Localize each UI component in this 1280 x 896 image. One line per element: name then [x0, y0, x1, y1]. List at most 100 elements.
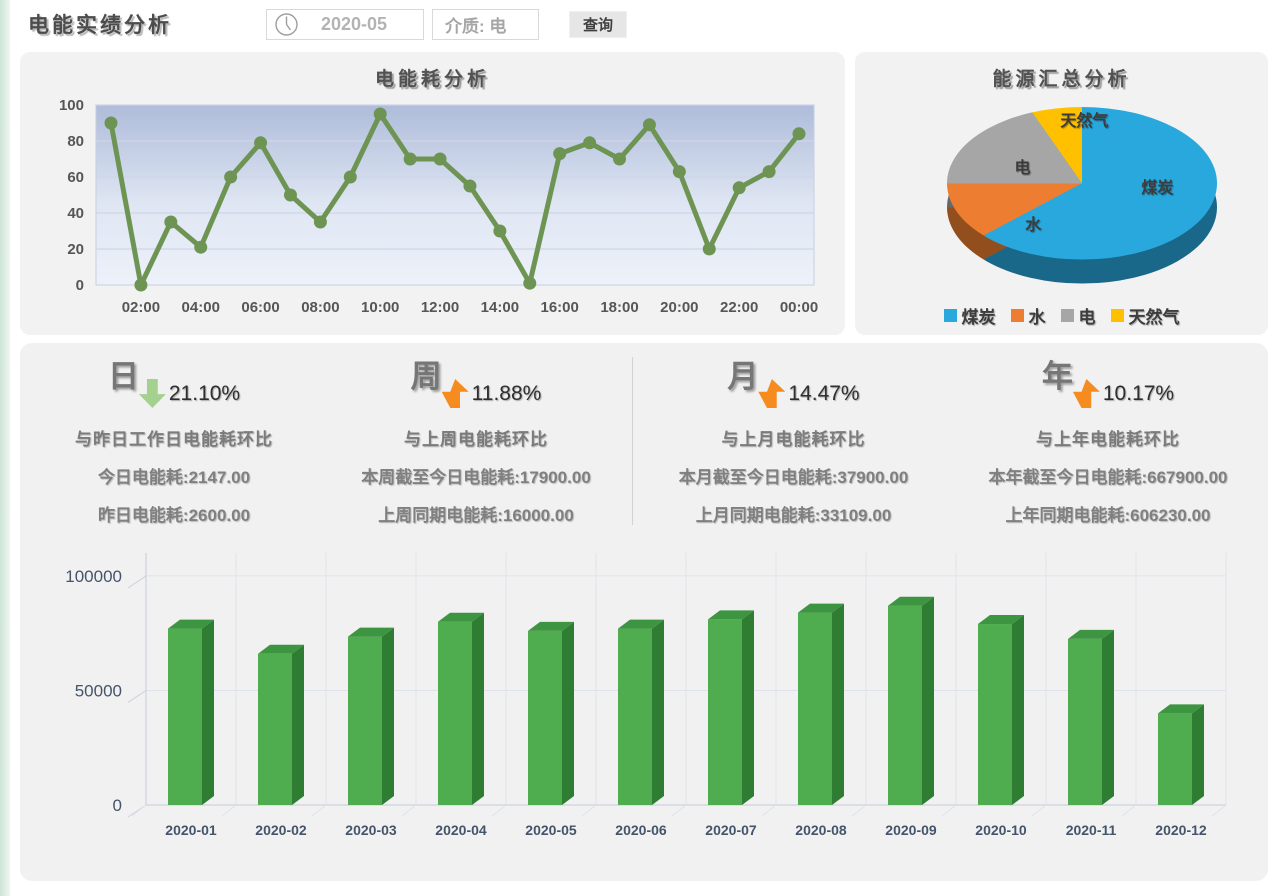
- svg-text:2020-05: 2020-05: [525, 822, 577, 838]
- legend-swatch-icon: [1110, 309, 1124, 322]
- stats-row: 日 21.10% 与昨日工作日电能耗环比 今日电能耗:2147.00 昨日电能耗:260…: [20, 343, 1268, 525]
- pie-chart-title: 能源汇总分析: [992, 69, 1131, 90]
- svg-text:12:00: 12:00: [421, 299, 459, 316]
- svg-text:0: 0: [113, 796, 122, 815]
- bar-2020-05: [528, 621, 574, 805]
- trend-up-arrow-icon: [441, 379, 469, 408]
- stat-day: 日 21.10% 与昨日工作日电能耗环比 今日电能耗:2147.00 昨日电能耗:260…: [28, 357, 320, 525]
- legend-item: 电: [1060, 303, 1096, 328]
- legend-item: 天然气: [1110, 303, 1180, 328]
- svg-text:22:00: 22:00: [720, 299, 758, 316]
- svg-text:20:00: 20:00: [660, 299, 698, 316]
- stat-percent: 21.10%: [168, 381, 241, 405]
- svg-text:100000: 100000: [65, 567, 122, 586]
- bar-2020-06: [618, 619, 664, 805]
- legend-item: 水: [1010, 303, 1046, 328]
- pie-chart-panel: 能源汇总分析 煤炭水电天然气 煤炭水电天然气: [855, 52, 1268, 335]
- svg-text:16:00: 16:00: [541, 299, 579, 316]
- bar-2020-03: [348, 627, 394, 805]
- bar-2020-09: [888, 596, 934, 805]
- hourly-line-chart: 0 20 40 60 80 100 02:00 04:00 06:00 08:00 10:00 12:…: [59, 97, 818, 316]
- medium-value: 介质: 电: [445, 16, 507, 36]
- stat-subtitle: 与上年电能耗环比: [1036, 430, 1180, 449]
- svg-text:0: 0: [76, 277, 84, 294]
- page-title: 电能实绩分析: [28, 14, 172, 37]
- svg-text:14:00: 14:00: [481, 299, 519, 316]
- svg-text:40: 40: [67, 205, 84, 222]
- svg-text:2020-03: 2020-03: [345, 822, 397, 838]
- stat-line: 本周截至今日电能耗:17900.00: [361, 468, 591, 487]
- pie-slice-label: 水: [1025, 217, 1042, 235]
- stat-subtitle: 与上月电能耗环比: [721, 430, 866, 449]
- bar-2020-08: [798, 603, 844, 805]
- trend-up-arrow-icon: [758, 379, 786, 408]
- svg-text:2020-04: 2020-04: [435, 822, 487, 838]
- svg-text:50000: 50000: [75, 681, 122, 700]
- legend-label: 电: [1078, 308, 1096, 327]
- bar-2020-02: [258, 644, 304, 805]
- svg-text:2020-10: 2020-10: [975, 822, 1027, 838]
- pie-slice-label: 煤炭: [1141, 179, 1174, 197]
- header: 电能实绩分析 2020-05 介质: 电 查询: [0, 0, 1280, 48]
- svg-text:60: 60: [67, 169, 84, 186]
- medium-field[interactable]: 介质: 电: [432, 8, 539, 40]
- pie-slice-label: 天然气: [1060, 113, 1109, 130]
- svg-text:2020-01: 2020-01: [165, 822, 217, 838]
- svg-text:08:00: 08:00: [301, 299, 339, 316]
- svg-text:2020-02: 2020-02: [255, 822, 307, 838]
- svg-text:06:00: 06:00: [241, 299, 279, 316]
- pie-legend: 煤炭 水 电 天然气: [855, 303, 1268, 328]
- stat-year: 年 10.17% 与上年电能耗环比本年截至今日电能耗:667900.00 上年同期电能…: [954, 357, 1262, 525]
- line-chart-title: 电能耗分析: [374, 69, 490, 90]
- monthly-bar-chart: 0 50000 100000 2020-01 2020-02 2020-03 2020-04…: [65, 553, 1227, 838]
- svg-text:2020-06: 2020-06: [615, 822, 667, 838]
- query-button[interactable]: 查询: [569, 10, 627, 38]
- bar-2020-12: [1158, 704, 1204, 805]
- legend-swatch-icon: [1060, 309, 1074, 322]
- stat-line: 上月同期电能耗:33109.00: [695, 506, 892, 525]
- stat-line: 本年截至今日电能耗:667900.00: [988, 468, 1228, 487]
- stat-subtitle: 与上周电能耗环比: [404, 430, 548, 449]
- stat-period: 周: [410, 359, 442, 394]
- svg-text:10:00: 10:00: [361, 299, 399, 316]
- svg-text:2020-12: 2020-12: [1155, 822, 1207, 838]
- bar-2020-01: [168, 619, 214, 805]
- date-value: 2020-05: [320, 13, 388, 34]
- left-accent-strip: [0, 0, 10, 896]
- svg-text:04:00: 04:00: [182, 299, 220, 316]
- svg-text:2020-09: 2020-09: [885, 822, 937, 838]
- clock-icon: [275, 12, 298, 36]
- stat-month: 月 14.47% 与上月电能耗环比本月截至今日电能耗:37900.00 上月同期电能耗…: [632, 357, 954, 525]
- svg-text:2020-08: 2020-08: [795, 822, 847, 838]
- pie-slice-label: 电: [1014, 159, 1031, 177]
- stat-percent: 10.17%: [1102, 381, 1175, 405]
- legend-swatch-icon: [943, 309, 957, 322]
- stat-line: 上周同期电能耗:16000.00: [378, 506, 574, 525]
- stat-percent: 14.47%: [788, 381, 860, 405]
- legend-label: 水: [1028, 308, 1046, 327]
- svg-text:2020-11: 2020-11: [1066, 822, 1117, 838]
- date-field[interactable]: 2020-05: [266, 8, 424, 40]
- stat-period: 年: [1041, 359, 1073, 394]
- summary-panel: 日 21.10% 与昨日工作日电能耗环比 今日电能耗:2147.00 昨日电能耗:260…: [20, 343, 1268, 881]
- stat-line: 上年同期电能耗:606230.00: [1005, 506, 1211, 525]
- legend-label: 煤炭: [961, 308, 996, 327]
- svg-text:18:00: 18:00: [600, 299, 638, 316]
- svg-text:100: 100: [59, 97, 84, 114]
- pie-chart: 煤炭水 电 天然气: [947, 107, 1217, 287]
- bar-2020-07: [708, 610, 754, 805]
- stat-line: 昨日电能耗:2600.00: [97, 506, 251, 525]
- bar-2020-11: [1068, 629, 1114, 805]
- trend-up-arrow-icon: [1072, 379, 1100, 408]
- stat-period: 月: [727, 359, 759, 394]
- legend-item: 煤炭: [943, 303, 996, 328]
- stat-period: 日: [107, 359, 139, 394]
- legend-label: 天然气: [1128, 308, 1180, 327]
- svg-text:00:00: 00:00: [780, 299, 818, 316]
- stat-line: 本月截至今日电能耗:37900.00: [678, 468, 909, 487]
- top-row: 电能耗分析 0 20 40 60 80 100 02:00 04:00 06:00 08:00 10…: [0, 52, 1280, 335]
- pie-surface: [947, 107, 1217, 260]
- svg-text:80: 80: [67, 133, 84, 150]
- bar-2020-10: [978, 615, 1024, 805]
- line-chart-panel: 电能耗分析 0 20 40 60 80 100 02:00 04:00 06:00 08:00 10…: [20, 52, 845, 335]
